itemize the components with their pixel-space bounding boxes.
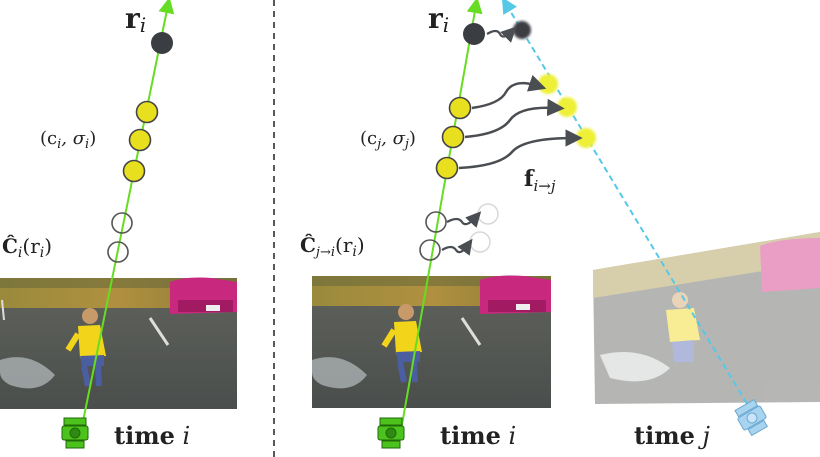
photo-time-i-left (0, 277, 237, 409)
sample-label-left: (ci, σi) (40, 128, 96, 152)
ray-label-left: ri (125, 2, 146, 37)
render-label-right: Ĉj→i(ri) (300, 232, 365, 260)
warped-point-empty (469, 231, 491, 253)
warped-point-yellow (557, 97, 577, 117)
sample-point-yellow (435, 156, 459, 180)
sample-point-yellow (135, 100, 159, 124)
sample-point-dark (463, 23, 485, 45)
camera-icon (377, 417, 405, 449)
sample-point-empty (425, 211, 447, 233)
sample-point-empty (107, 241, 129, 263)
warped-point-yellow (576, 128, 596, 148)
left-panel: ri (ci, σi) Ĉi(ri) time i (0, 0, 237, 450)
ray-line-left (79, 0, 175, 437)
flow-arrow (464, 98, 565, 139)
photo-time-j (593, 232, 820, 404)
ray-line-right (399, 0, 483, 437)
flow-arrow (458, 129, 583, 170)
warped-point-dark (513, 21, 531, 39)
flow-arrow (446, 211, 482, 228)
warped-point-empty (477, 203, 499, 225)
flow-arrow (471, 74, 547, 110)
sample-point-empty (419, 239, 441, 261)
warped-point-yellow (538, 74, 558, 94)
time-label-right-i: time i (440, 421, 516, 450)
sample-point-dark (151, 32, 173, 54)
sample-point-yellow (128, 128, 152, 152)
flow-arrow (486, 26, 517, 43)
sample-point-empty (111, 212, 133, 234)
sample-label-right: (cj, σj) (360, 128, 416, 152)
time-label-right-j: time j (634, 421, 711, 450)
render-label-left: Ĉi(ri) (2, 233, 52, 261)
right-panel: ri (cj, σj) Ĉj→i(ri) fi→j time i (300, 0, 820, 450)
sample-point-yellow (122, 159, 146, 183)
ray-label-right: ri (428, 2, 449, 37)
flow-arrow (441, 238, 473, 256)
time-label-left: time i (114, 421, 190, 450)
sample-point-yellow (441, 125, 465, 149)
sample-point-yellow (448, 96, 472, 120)
photo-time-i-right (312, 275, 551, 408)
camera-icon (61, 417, 89, 449)
camera-icon-blue (734, 398, 768, 437)
flow-label: fi→j (524, 166, 556, 195)
